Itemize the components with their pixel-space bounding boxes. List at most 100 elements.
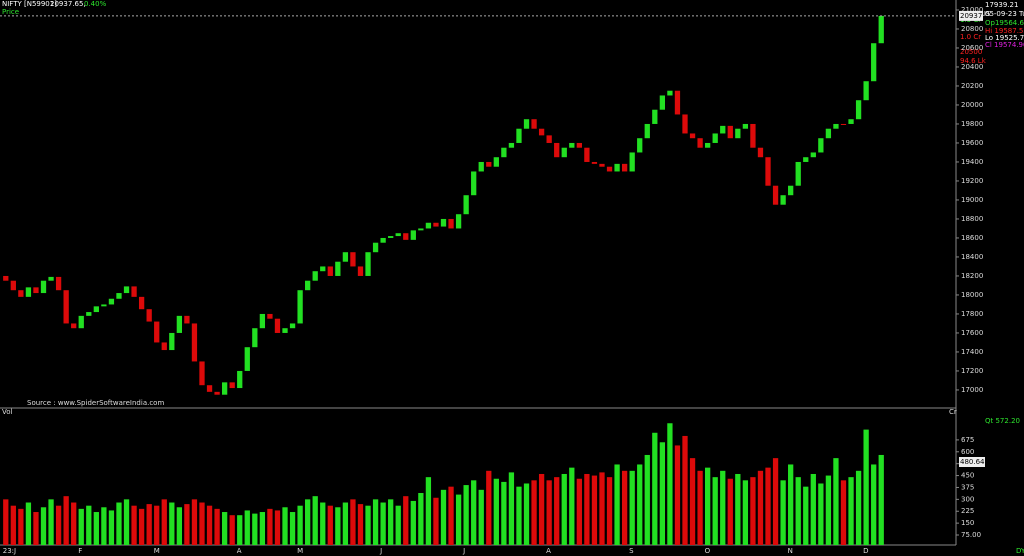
- candle: [584, 147, 590, 162]
- candle: [795, 161, 801, 186]
- change: 0.40%: [84, 0, 107, 8]
- volume-bar: [161, 499, 167, 545]
- candle: [380, 237, 386, 243]
- candle: [538, 128, 545, 136]
- x-tick-label: D: [863, 547, 868, 555]
- y-tick-label: 20400: [961, 63, 983, 71]
- candle: [848, 119, 854, 124]
- y-tick-label: 75.00: [961, 531, 981, 539]
- candle: [108, 298, 115, 305]
- candle: [101, 304, 107, 307]
- candle: [259, 313, 266, 329]
- candle: [229, 382, 235, 389]
- volume-bar: [433, 497, 439, 545]
- candle: [116, 293, 122, 299]
- candle: [682, 114, 688, 134]
- volume-bar: [667, 423, 673, 545]
- volume-bar: [176, 507, 182, 545]
- volume-bar: [403, 496, 409, 545]
- volume-bar: [259, 512, 266, 545]
- x-tick-label: A: [546, 547, 551, 555]
- info-open: Op19564.65: [985, 19, 1024, 27]
- volume-bar: [742, 480, 749, 545]
- x-tick-label: S: [629, 547, 634, 555]
- candle: [395, 233, 401, 237]
- candle: [131, 286, 137, 297]
- x-tick-label: J: [462, 547, 465, 555]
- candle: [644, 123, 650, 139]
- candle: [244, 347, 250, 371]
- volume-bar: [335, 507, 341, 545]
- candle: [252, 328, 258, 348]
- volume-bar: [584, 473, 590, 545]
- vol-box: [959, 457, 985, 467]
- candle: [621, 163, 628, 172]
- symbol: NIFTY [N59901]: [2, 0, 57, 8]
- volume-bar: [342, 502, 349, 545]
- candle: [154, 321, 160, 343]
- volume-bar: [146, 504, 152, 545]
- volume-bar: [576, 478, 582, 545]
- candle: [833, 123, 839, 129]
- info-close: Cl 19574.90: [985, 41, 1024, 49]
- y-tick-label: 18200: [961, 272, 983, 280]
- candle: [516, 128, 522, 143]
- y-tick-label: 150: [961, 519, 974, 527]
- volume-bar: [320, 502, 326, 545]
- candle: [780, 195, 786, 205]
- volume-bar: [795, 477, 801, 545]
- volume-bar: [757, 470, 764, 545]
- candle: [93, 306, 99, 313]
- candle: [214, 391, 220, 395]
- y-tick-label: 18000: [961, 291, 983, 299]
- volume-bar: [425, 477, 432, 545]
- volume-bar: [312, 496, 318, 545]
- candle: [689, 133, 696, 139]
- volume-bar: [3, 499, 9, 545]
- candle: [297, 290, 303, 324]
- y-tick-label: 20800: [961, 25, 983, 33]
- vol-label: Vol: [2, 408, 13, 416]
- volume-bar: [871, 464, 877, 545]
- volume-bar: [621, 470, 628, 545]
- candle: [267, 313, 273, 319]
- volume-bar: [229, 515, 235, 545]
- volume-bar: [493, 478, 499, 545]
- y-tick-label: 675: [961, 436, 974, 444]
- volume-bar: [735, 473, 741, 545]
- candle: [531, 119, 537, 129]
- candle: [486, 161, 492, 167]
- candle: [697, 138, 703, 148]
- candle: [448, 218, 454, 229]
- candle: [674, 90, 681, 115]
- volume-bar: [184, 504, 190, 545]
- candle: [727, 125, 733, 139]
- volume-bar: [629, 470, 635, 545]
- volume-bar: [274, 510, 281, 545]
- candle: [169, 332, 175, 351]
- last-price-label: 20937: [960, 12, 982, 20]
- candle: [508, 142, 515, 148]
- volume-bar: [855, 470, 862, 545]
- x-tick-label: 23:J: [3, 547, 16, 555]
- volume-bar: [659, 442, 666, 545]
- x-tick-label: J: [379, 547, 382, 555]
- candle: [629, 152, 635, 172]
- candle: [55, 276, 62, 291]
- candle: [403, 233, 409, 240]
- candle: [372, 242, 379, 253]
- volume-bar: [644, 454, 650, 545]
- candle: [425, 222, 432, 229]
- candle: [871, 43, 877, 82]
- volume-bar: [10, 505, 16, 545]
- x-tick-label: A: [237, 547, 242, 555]
- candle: [569, 142, 575, 148]
- candle: [433, 222, 439, 227]
- candle: [365, 252, 371, 276]
- candle: [221, 382, 228, 395]
- y-tick-label: 225: [961, 507, 974, 515]
- volume-bar: [237, 515, 243, 545]
- volume-bar: [833, 458, 839, 545]
- volume-bar: [418, 493, 424, 545]
- plot: 17000 17200 17400 17600 17800 18000 18200 18400…: [0, 6, 985, 555]
